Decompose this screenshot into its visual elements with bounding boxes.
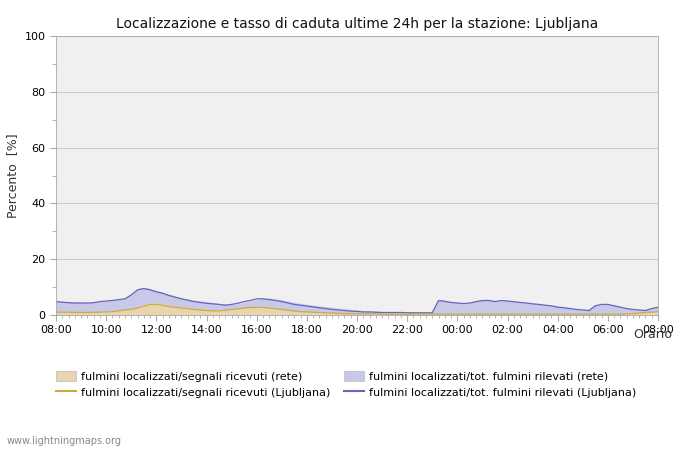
Title: Localizzazione e tasso di caduta ultime 24h per la stazione: Ljubljana: Localizzazione e tasso di caduta ultime …: [116, 17, 598, 31]
Text: www.lightningmaps.org: www.lightningmaps.org: [7, 436, 122, 446]
Text: Orario: Orario: [633, 328, 672, 342]
Legend: fulmini localizzati/segnali ricevuti (rete), fulmini localizzati/segnali ricevut: fulmini localizzati/segnali ricevuti (re…: [55, 371, 636, 398]
Y-axis label: Percento  [%]: Percento [%]: [6, 133, 19, 218]
